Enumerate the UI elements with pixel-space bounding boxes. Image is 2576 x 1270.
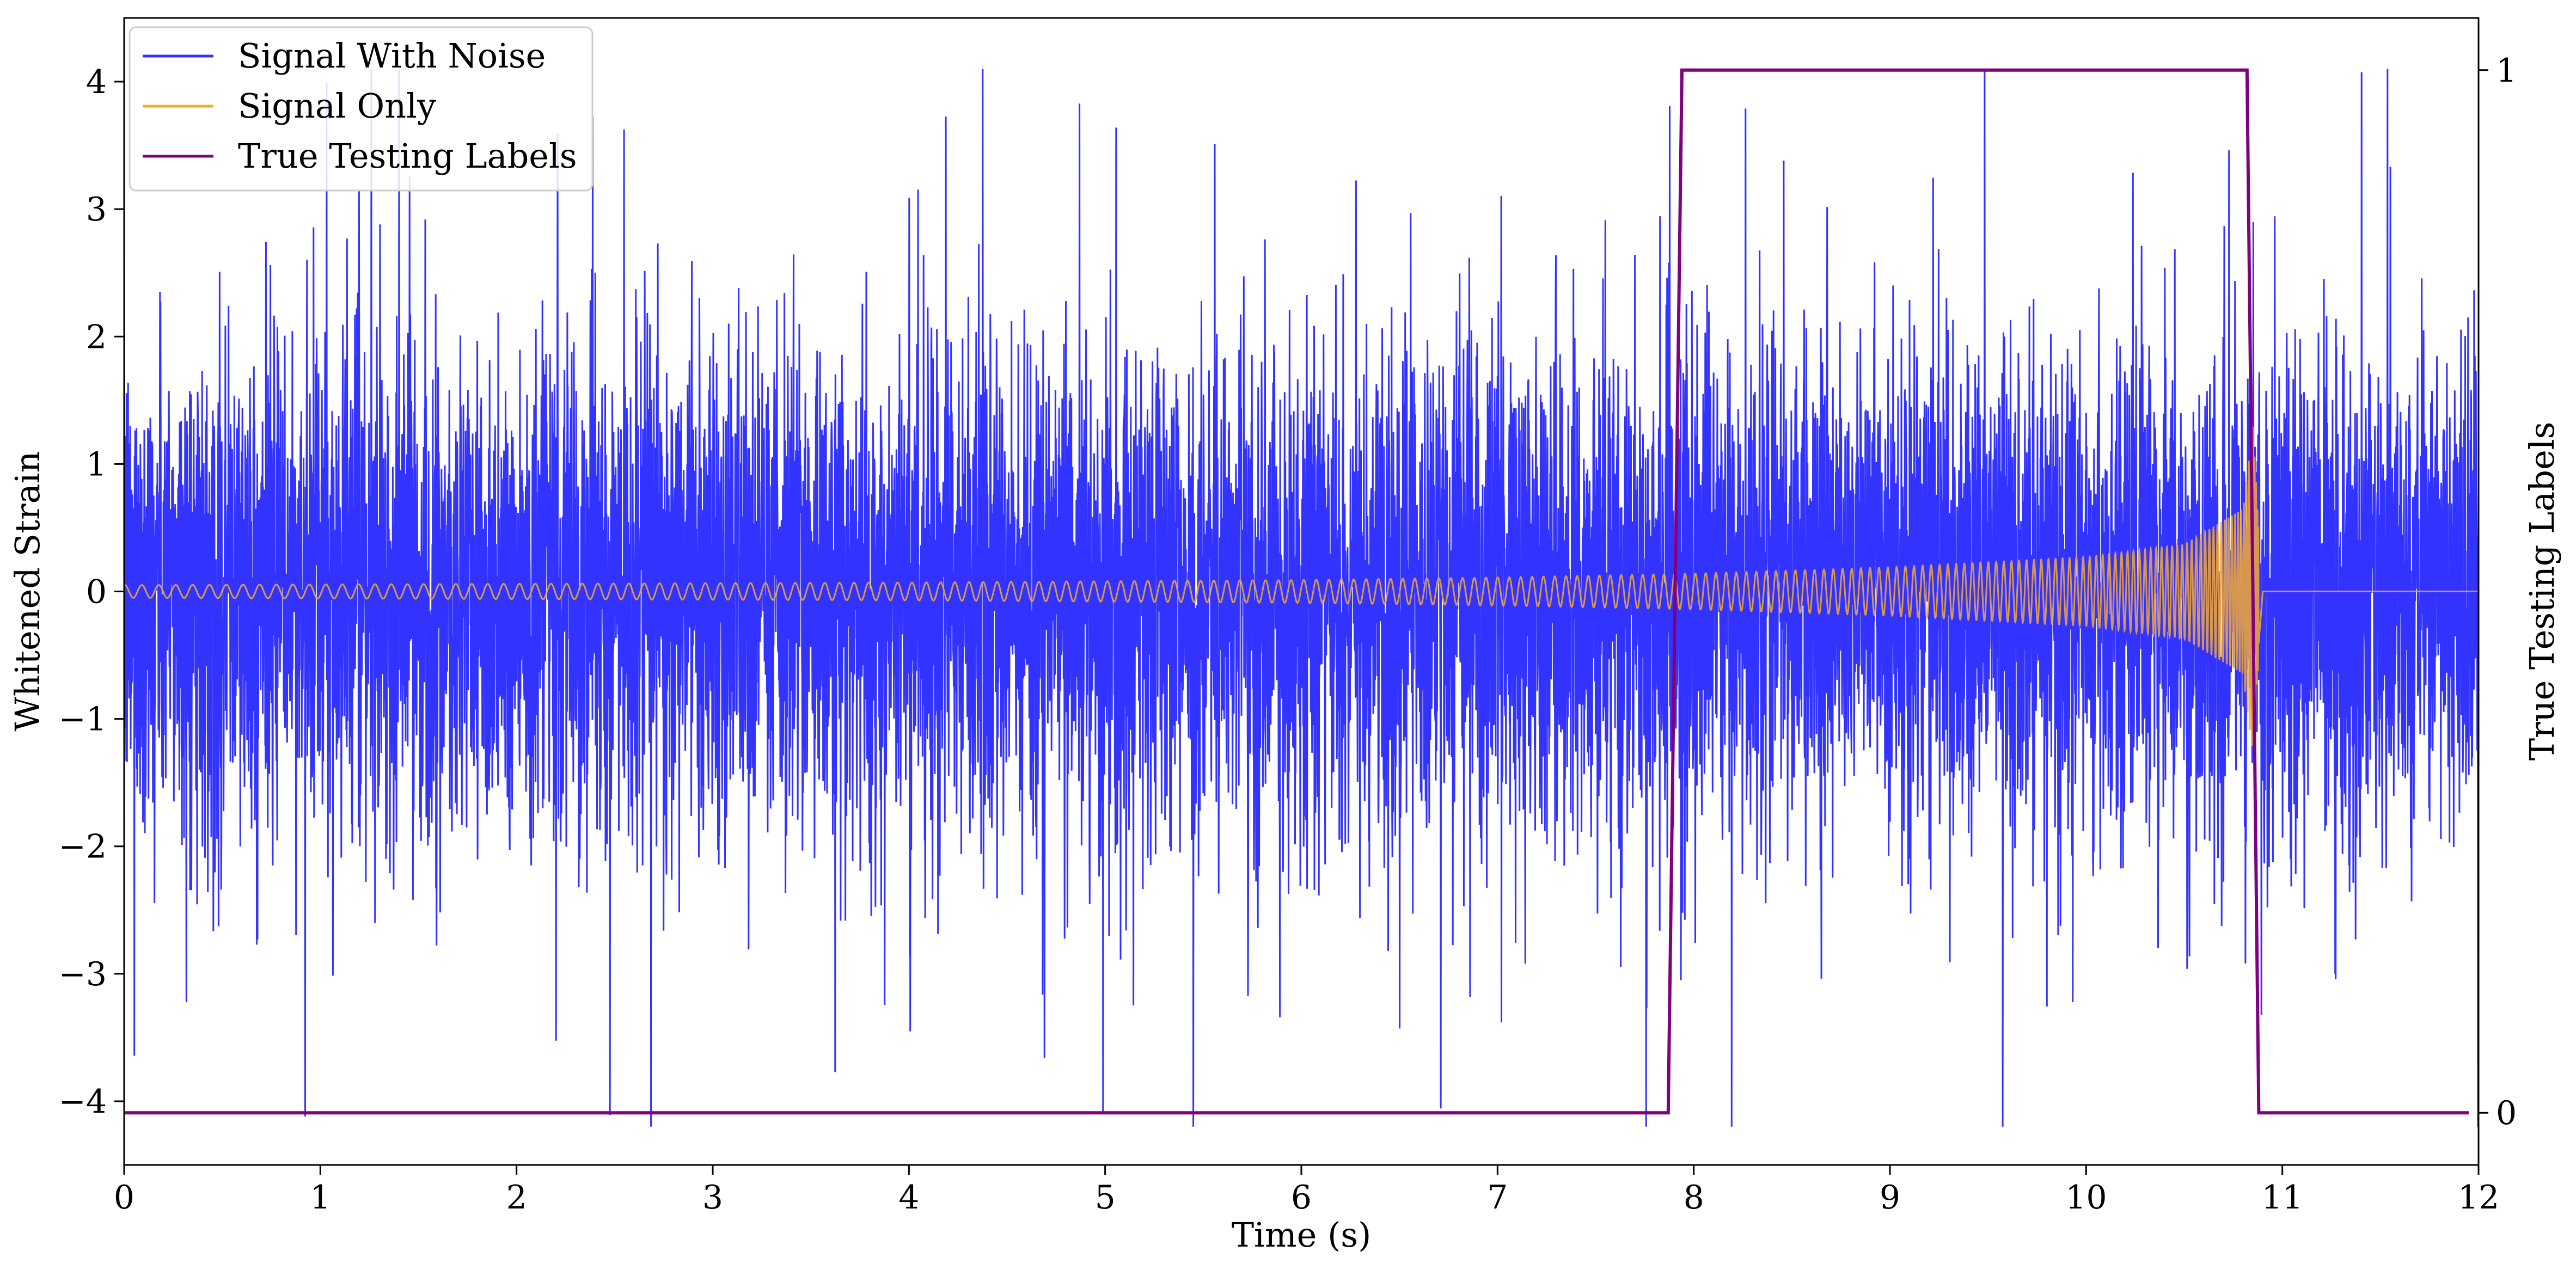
y-tick-label: 3 [86, 191, 107, 229]
x-axis-label: Time (s) [1232, 1215, 1372, 1255]
y-tick-label: −1 [59, 701, 107, 739]
series-true-testing-labels [124, 68, 2469, 1115]
x-tick-label: 2 [506, 1179, 527, 1217]
y-tick-label: 2 [86, 318, 107, 356]
y-tick-label: −2 [59, 828, 107, 866]
x-tick-label: 4 [898, 1179, 919, 1217]
series-signal-only [124, 426, 2479, 746]
x-tick-label: 12 [2458, 1179, 2499, 1217]
x-tick-label: 7 [1487, 1179, 1508, 1217]
x-tick-label: 10 [2065, 1179, 2107, 1217]
y-tick-label: −3 [59, 955, 107, 993]
series-signal-with-noise [124, 69, 2479, 1127]
y-tick-label: 4 [86, 63, 107, 101]
x-tick-label: 5 [1095, 1179, 1116, 1217]
y-tick-label: 1 [86, 445, 107, 483]
x-tick-label: 9 [1880, 1179, 1900, 1217]
x-tick-label: 1 [310, 1179, 331, 1217]
legend-label-signal-only: Signal Only [238, 86, 436, 126]
plot-frame [123, 17, 2480, 1166]
x-tick-label: 0 [114, 1179, 134, 1217]
plot-area [124, 68, 2479, 1127]
x-tick-label: 3 [702, 1179, 723, 1217]
y2-tick-label: 0 [2496, 1094, 2517, 1132]
legend-label-true-testing-labels: True Testing Labels [238, 136, 577, 176]
legend-box [129, 26, 593, 192]
y-tick-label: 0 [86, 573, 107, 611]
y-axis-label: Whitened Strain [8, 451, 47, 732]
legend: Signal With Noise Signal Only True Testi… [129, 26, 593, 192]
y2-tick-label: 1 [2496, 52, 2517, 90]
legend-label-signal-with-noise: Signal With Noise [238, 36, 546, 76]
x-tick-label: 8 [1684, 1179, 1704, 1217]
y-tick-label: −4 [59, 1083, 107, 1121]
y2-axis-label: True Testing Labels [2522, 422, 2562, 761]
x-tick-label: 11 [2261, 1179, 2303, 1217]
x-tick-label: 6 [1291, 1179, 1312, 1217]
